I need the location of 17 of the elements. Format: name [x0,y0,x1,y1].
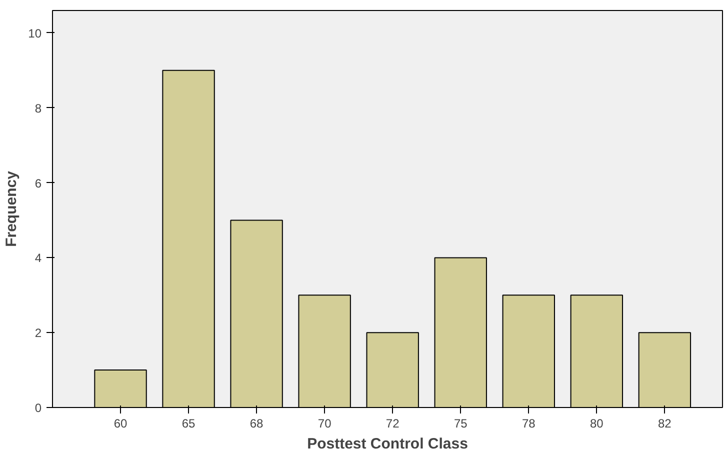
y-tick-label: 4 [34,251,42,266]
y-tick-label: 8 [34,101,42,116]
x-tick-label: 80 [590,416,604,430]
y-tick-label: 10 [28,26,42,40]
x-tick-label: 72 [386,416,400,430]
x-tick-label: 60 [114,416,128,430]
y-tick-label: 0 [34,401,42,415]
x-axis-title: Posttest Control Class [307,436,468,452]
x-tick-label: 82 [658,416,672,430]
y-tick-label: 6 [34,176,42,190]
y-tick-label: 2 [34,326,42,340]
x-tick-label: 70 [318,416,332,430]
x-tick-label: 78 [522,416,536,430]
x-tick-label: 65 [182,416,196,430]
y-axis-title: Frequency [3,170,20,247]
x-tick-label: 75 [454,416,468,430]
x-tick-label: 68 [250,416,264,430]
